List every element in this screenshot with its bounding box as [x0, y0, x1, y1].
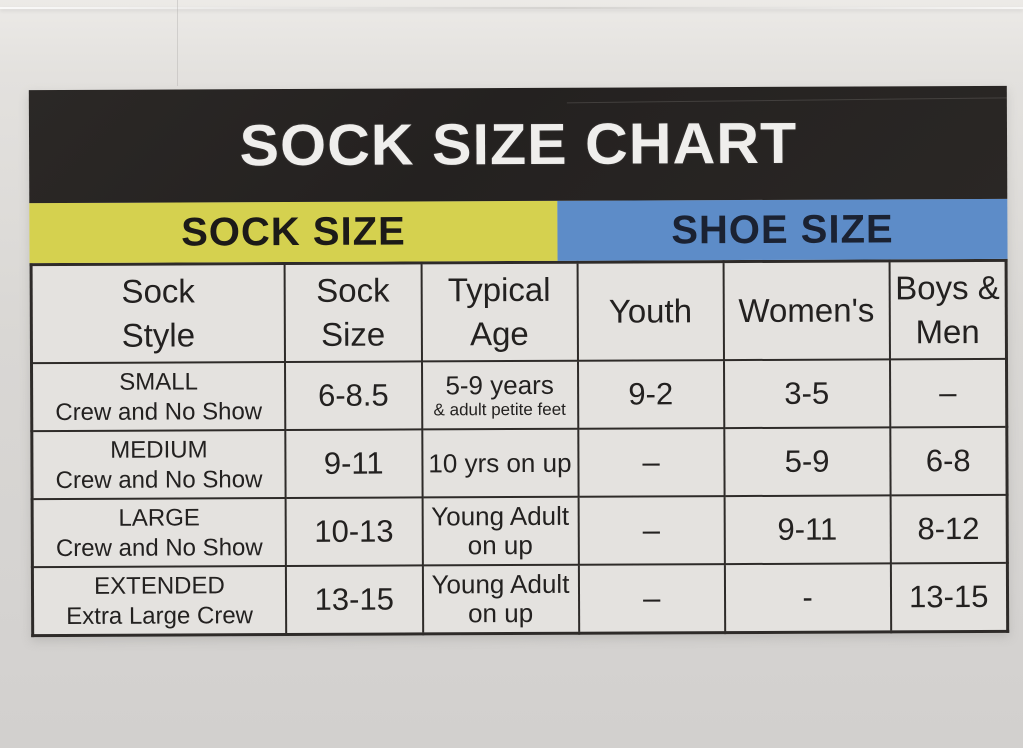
style-name: LARGE — [118, 503, 200, 532]
cell-style: LARGE Crew and No Show — [32, 498, 286, 568]
cell-youth: 9-2 — [577, 360, 725, 429]
cell-boys-men: 6-8 — [889, 426, 1008, 496]
age-main: Young Adult on up — [431, 500, 570, 561]
age-main: 10 yrs on up — [428, 447, 572, 478]
cell-typical-age: 10 yrs on up — [421, 428, 579, 498]
cell-boys-men: 8-12 — [890, 494, 1008, 564]
header-typical-age: Typical Age — [421, 262, 578, 362]
header-youth: Youth — [577, 261, 724, 361]
paper-seam — [0, 7, 1023, 9]
table-row-medium: MEDIUM Crew and No Show 9-11 10 yrs on u… — [31, 426, 1008, 500]
cell-womens: - — [724, 563, 891, 633]
style-sub: Extra Large Crew — [66, 601, 254, 630]
size-table: Sock Style Sock Size Typical Age Youth W… — [29, 258, 1010, 638]
sock-size-band: SOCK SIZE — [29, 200, 558, 264]
cell-sock-size: 9-11 — [285, 429, 423, 499]
cell-sock-size: 13-15 — [285, 565, 423, 635]
cell-typical-age: 5-9 years & adult petite feet — [421, 360, 578, 430]
style-name: MEDIUM — [110, 435, 208, 464]
style-sub: Crew and No Show — [55, 533, 263, 562]
cell-style: SMALL Crew and No Show — [31, 362, 286, 432]
chart-title-band: SOCK SIZE CHART — [28, 85, 1008, 204]
header-boys-men: Boys & Men — [889, 260, 1007, 360]
table-row-large: LARGE Crew and No Show 10-13 Young Adult… — [32, 494, 1008, 568]
cell-sock-size: 10-13 — [285, 497, 423, 567]
age-sub: & adult petite feet — [433, 399, 566, 420]
cell-youth: – — [578, 564, 725, 634]
style-name: SMALL — [119, 367, 198, 396]
cell-womens: 9-11 — [724, 495, 891, 565]
cell-typical-age: Young Adult on up — [422, 564, 579, 634]
age-main: 5-9 years — [445, 369, 554, 401]
cell-style: MEDIUM Crew and No Show — [31, 430, 286, 500]
age-main: Young Adult on up — [431, 568, 570, 629]
cell-boys-men: 13-15 — [890, 562, 1008, 632]
cell-womens: 5-9 — [724, 427, 891, 497]
cell-womens: 3-5 — [723, 359, 890, 429]
style-sub: Crew and No Show — [55, 397, 263, 426]
sock-size-chart: SOCK SIZE CHART SOCK SIZE SHOE SIZE Sock… — [28, 85, 1010, 638]
cell-typical-age: Young Adult on up — [422, 496, 579, 566]
header-sock-style: Sock Style — [31, 263, 286, 364]
sock-size-band-label: SOCK SIZE — [181, 208, 406, 254]
section-bands: SOCK SIZE SHOE SIZE — [29, 198, 1008, 264]
header-sock-size: Sock Size — [284, 262, 422, 363]
style-name: EXTENDED — [94, 571, 225, 600]
cell-youth: – — [577, 428, 725, 497]
style-sub: Crew and No Show — [55, 465, 263, 494]
shoe-size-band-label: SHOE SIZE — [671, 206, 894, 252]
cell-style: EXTENDED Extra Large Crew — [32, 566, 287, 636]
paper-crease — [177, 0, 178, 86]
table-row-small: SMALL Crew and No Show 6-8.5 5-9 years &… — [31, 358, 1007, 432]
cell-sock-size: 6-8.5 — [285, 361, 422, 431]
header-womens: Women's — [723, 260, 890, 361]
table-row-extended: EXTENDED Extra Large Crew 13-15 Young Ad… — [32, 562, 1008, 636]
header-row: Sock Style Sock Size Typical Age Youth W… — [31, 260, 1007, 364]
cell-youth: – — [578, 496, 725, 565]
chart-title: SOCK SIZE CHART — [239, 110, 798, 179]
cell-boys-men: – — [889, 358, 1007, 428]
shoe-size-band: SHOE SIZE — [557, 198, 1008, 261]
